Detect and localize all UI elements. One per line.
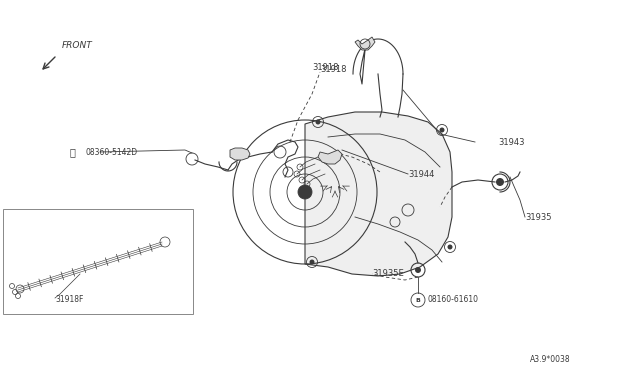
Text: 31918: 31918 [312,62,339,71]
Text: 08160-61610: 08160-61610 [428,295,479,305]
Circle shape [298,185,312,199]
Text: Ⓢ: Ⓢ [69,147,75,157]
Text: 31918F: 31918F [55,295,83,305]
Circle shape [415,267,421,273]
Text: B: B [415,298,420,302]
Polygon shape [318,150,342,164]
Text: FRONT: FRONT [62,41,93,50]
Circle shape [316,119,321,125]
Text: 31944: 31944 [408,170,435,179]
Polygon shape [355,37,375,50]
Circle shape [447,244,452,250]
Bar [3,209,193,314]
Circle shape [310,260,314,264]
Text: 31918: 31918 [320,64,346,74]
Text: A3.9*0038: A3.9*0038 [530,356,571,365]
Polygon shape [305,112,452,276]
Circle shape [496,178,504,186]
Text: 08360-5142D: 08360-5142D [85,148,137,157]
Text: 31943: 31943 [498,138,525,147]
Text: 31935: 31935 [525,212,552,221]
Text: 31935E: 31935E [372,269,404,279]
Circle shape [440,128,445,132]
Polygon shape [230,148,250,160]
